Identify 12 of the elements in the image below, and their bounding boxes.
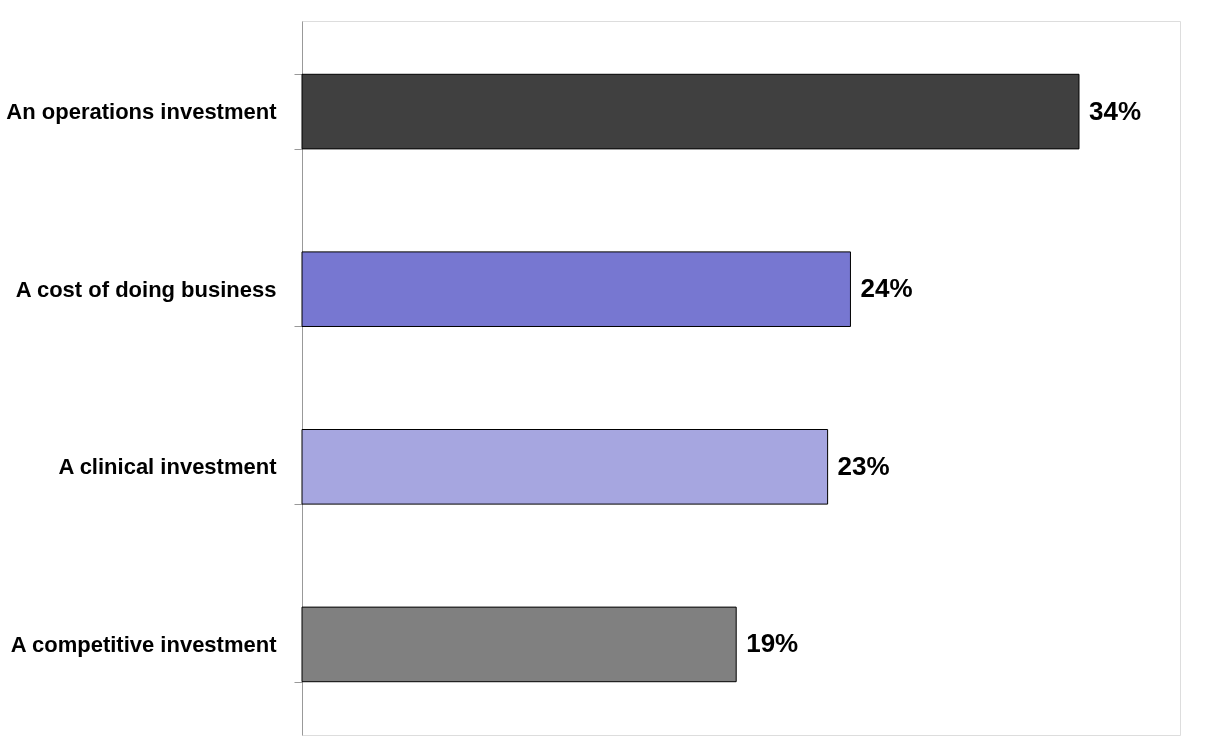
bar	[301, 429, 829, 505]
y-tick-label: A competitive investment	[10, 631, 278, 657]
data-label: 19%	[746, 628, 799, 659]
bar	[301, 251, 851, 327]
data-label: 34%	[1088, 95, 1142, 126]
data-label: 24%	[860, 273, 913, 304]
y-tick-label: A clinical investment	[58, 454, 278, 480]
bar	[301, 606, 737, 683]
y-tick-label: A cost of doing business	[15, 276, 277, 302]
bar	[301, 73, 1080, 150]
y-tick-label: An operations investment	[6, 99, 278, 125]
data-label: 23%	[837, 450, 890, 481]
